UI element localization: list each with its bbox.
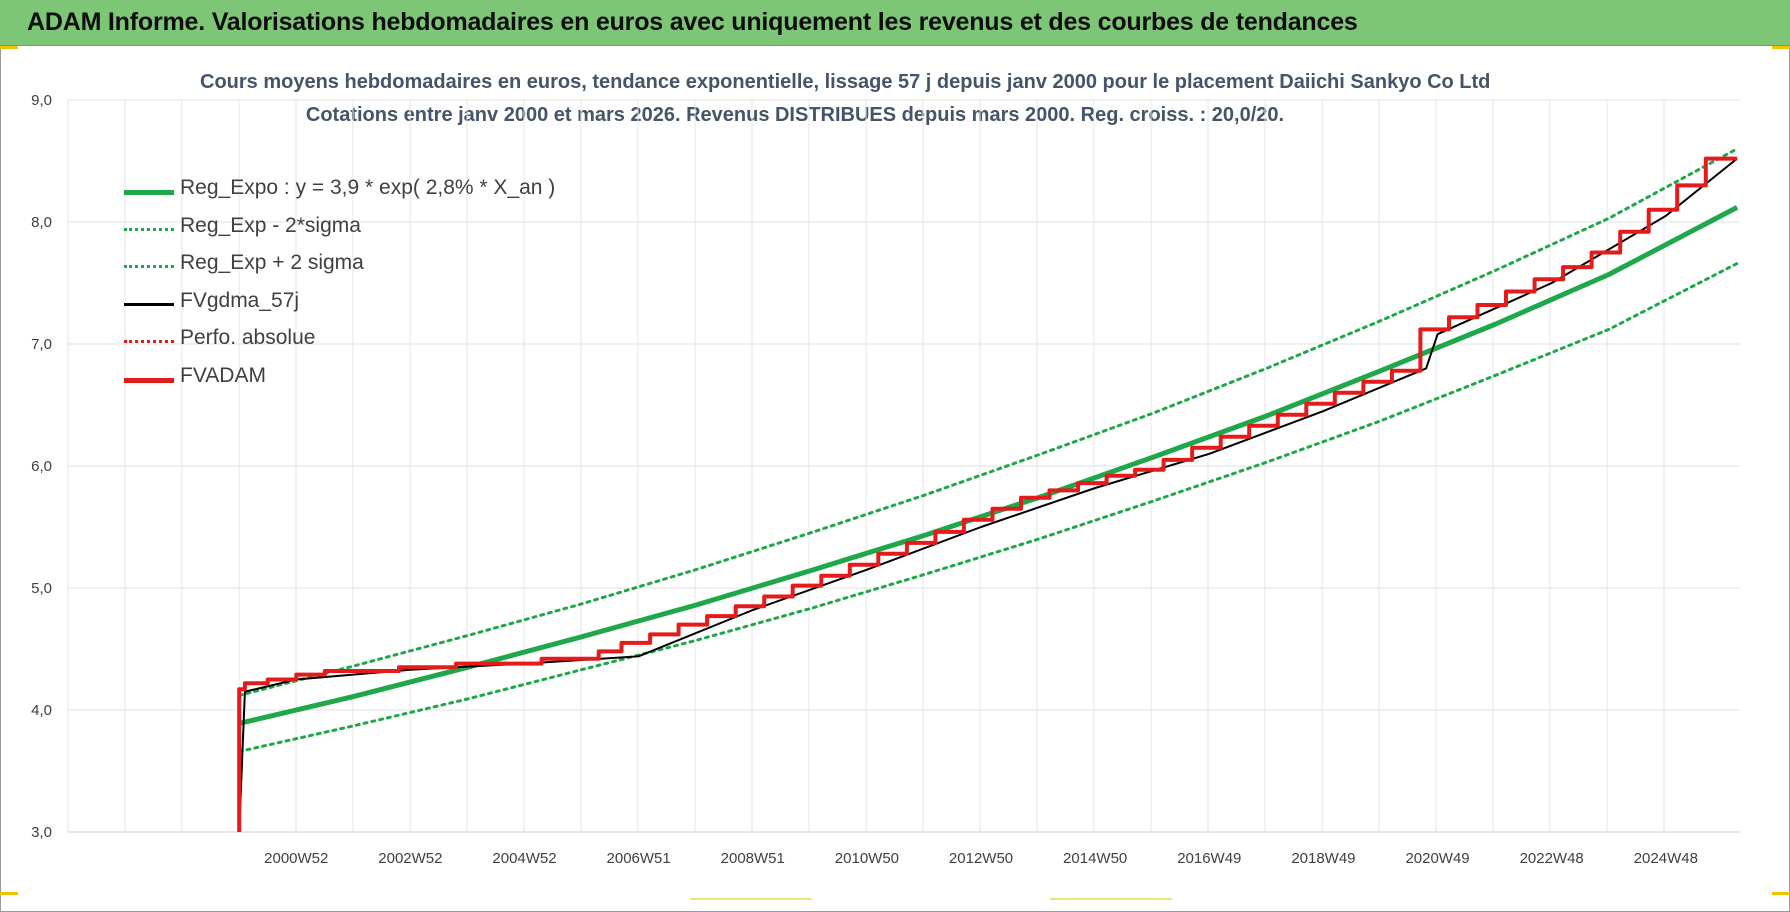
legend-swatch [124,340,174,343]
x-tick-label: 2002W52 [378,850,442,867]
corner-mark-bottom-right [1772,892,1790,895]
x-tick-label: 2010W50 [835,850,899,867]
legend-swatch [124,377,174,383]
corner-mark-top-right [1772,46,1790,49]
series-line-0 [238,205,1739,726]
chart-subtitle: Cotations entre janv 2000 et mars 2026. … [305,104,1285,126]
bottom-mark-left [690,898,812,900]
legend-label: Reg_Expo : y = 3,9 * exp( 2,8% * X_an ) [180,176,556,199]
series-line-2 [237,147,1739,697]
x-tick-label: 2016W49 [1177,850,1241,867]
series-line-3 [238,157,1738,833]
y-tick-label: 9,0 [31,92,52,109]
legend-label: Reg_Exp + 2 sigma [180,251,364,274]
report-banner: ADAM Informe. Valorisations hebdomadaire… [0,0,1790,46]
y-tick-label: 3,0 [31,824,52,841]
series-line-5 [237,156,1738,832]
x-tick-label: 2008W51 [721,850,785,867]
y-tick-label: 8,0 [31,214,52,231]
legend-label: Perfo. absolue [180,326,316,349]
x-tick-label: 2000W52 [264,850,328,867]
x-tick-label: 2022W48 [1520,850,1584,867]
y-tick-label: 4,0 [31,702,52,719]
corner-mark-bottom-left [0,892,18,895]
legend-swatch [124,265,174,268]
legend-swatch [124,190,174,195]
x-tick-label: 2018W49 [1291,850,1355,867]
x-tick-label: 2020W49 [1405,850,1469,867]
y-tick-label: 6,0 [31,458,52,475]
x-tick-label: 2012W50 [949,850,1013,867]
x-tick-label: 2014W50 [1063,850,1127,867]
report-title: ADAM Informe. Valorisations hebdomadaire… [27,8,1358,36]
x-tick-label: 2024W48 [1634,850,1698,867]
legend-swatch [124,227,174,231]
legend-label: FVADAM [180,363,266,387]
corner-mark-top-left [0,46,18,49]
y-tick-label: 5,0 [31,580,52,597]
x-tick-label: 2006W51 [607,850,671,867]
legend-swatch [124,302,174,306]
bottom-mark-right [1050,898,1172,900]
legend-label: FVgdma_57j [180,288,300,312]
y-tick-label: 7,0 [31,336,52,353]
legend-label: Reg_Exp - 2*sigma [180,213,361,237]
series-line-1 [237,262,1739,753]
x-tick-label: 2004W52 [492,850,556,867]
chart-title: Cours moyens hebdomadaires en euros, ten… [200,71,1491,93]
